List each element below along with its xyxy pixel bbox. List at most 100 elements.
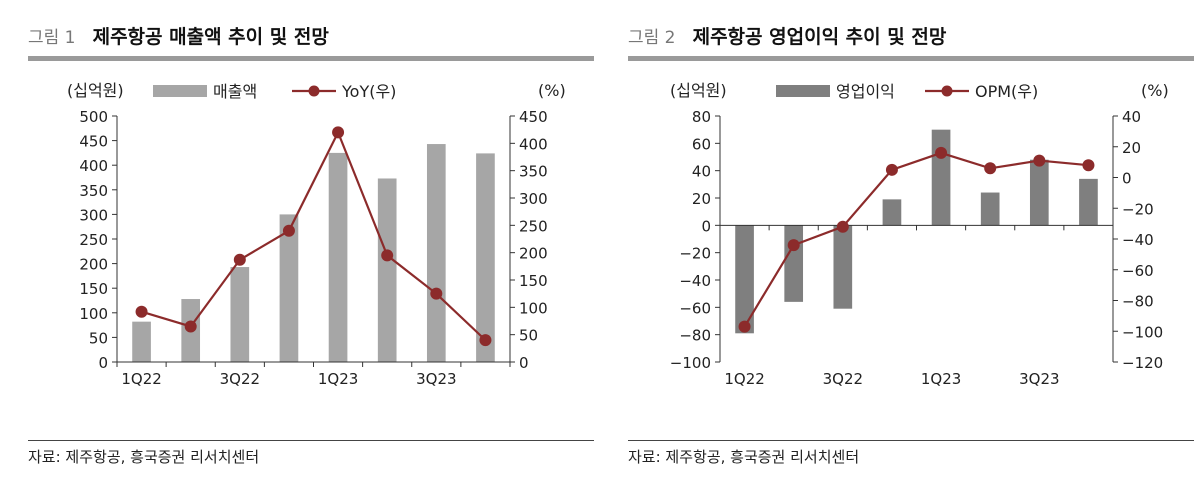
point-1Q23 (332, 126, 345, 139)
line-OPM(우) (743, 151, 1089, 328)
x-axis-tick-label: 3Q23 (1019, 370, 1059, 388)
x-axis-tick-label: 1Q22 (724, 370, 764, 388)
left-axis-tick-label: 150 (79, 280, 108, 298)
left-axis-tick-label: 350 (79, 182, 108, 200)
right-axis-tick-label: 200 (519, 245, 548, 263)
point-1Q22 (738, 320, 751, 333)
right-axis-tick-label: 50 (519, 327, 538, 345)
right-axis-tick-label: −20 (1122, 200, 1154, 218)
x-axis-tick-label: 3Q23 (416, 370, 456, 388)
figure-2-source: 자료: 제주항공, 흥국증권 리서치센터 (628, 448, 860, 466)
bar-1Q23 (328, 152, 348, 362)
left-axis-tick-label: −40 (679, 272, 711, 290)
point-2Q23 (381, 249, 394, 262)
bar-3Q22 (230, 267, 250, 362)
left-axis-tick-label: 80 (692, 108, 711, 126)
left-axis-tick-label: 100 (79, 305, 108, 323)
right-axis-tick-label: 250 (519, 217, 548, 235)
x-axis-tick-label: 1Q22 (121, 370, 161, 388)
bar-2Q23 (980, 192, 1000, 226)
legend-line-label: YoY(우) (341, 82, 396, 101)
right-axis-tick-label: −60 (1122, 262, 1154, 280)
bar-2Q23 (377, 178, 397, 362)
bar-4Q23 (1079, 178, 1098, 226)
left-axis-tick-label: −60 (679, 299, 711, 317)
left-axis-tick-label: 20 (692, 190, 711, 208)
point-3Q23 (1033, 154, 1046, 167)
right-axis-tick-label: 40 (1122, 108, 1141, 126)
figure-1-chart: 0 50 100 150 200 250 300 350 400 450 500 0 50 100 150 2… (67, 81, 566, 388)
right-axis-tick-label: 450 (519, 108, 548, 126)
right-axis-tick-label: 20 (1122, 139, 1141, 157)
figure-2-footer-rule (628, 440, 1194, 441)
bar-4Q22 (279, 214, 299, 362)
bar-2Q22 (784, 225, 804, 302)
point-2Q23 (984, 162, 997, 175)
right-axis-tick-label: −100 (1122, 323, 1163, 341)
figure-2-header-rule (628, 56, 1194, 61)
x-axis-tick-label: 1Q23 (921, 370, 961, 388)
figure-2-label: 그림 2 (628, 28, 676, 48)
left-axis-tick-label: 450 (79, 133, 108, 151)
figure-1-title: 제주항공 매출액 추이 및 전망 (92, 26, 329, 48)
point-1Q22 (135, 305, 148, 318)
right-axis-unit: (%) (1141, 81, 1169, 100)
point-2Q22 (787, 239, 800, 252)
bar-1Q22 (132, 321, 151, 362)
legend-bar-label: 매출액 (213, 82, 257, 101)
point-4Q23 (1082, 159, 1095, 172)
right-axis-tick-label: −80 (1122, 293, 1154, 311)
right-axis-tick-label: −40 (1122, 231, 1154, 249)
right-axis-tick-label: 400 (519, 135, 548, 153)
left-axis-tick-label: 200 (79, 256, 108, 274)
legend-line-marker (308, 85, 320, 97)
left-axis-tick-label: 60 (692, 135, 711, 153)
figure-1-header-rule (28, 56, 594, 61)
figure-1-source: 자료: 제주항공, 흥국증권 리서치센터 (28, 448, 260, 466)
point-3Q22 (836, 220, 849, 233)
x-axis-tick-label: 3Q22 (823, 370, 863, 388)
right-axis-tick-label: 0 (1122, 170, 1132, 188)
figure-2-chart: −100 −80 −60 −40 −20 0 20 40 60 80 −120 −100 −80 −60 −… (670, 81, 1169, 388)
figure-2-panel: 그림 2 제주항공 영업이익 추이 및 전망 −100 −80 −60 −40 −20 0… (600, 0, 1200, 496)
right-axis-tick-label: 350 (519, 163, 548, 181)
bar-1Q22 (735, 225, 754, 334)
bar-3Q23 (1029, 159, 1049, 226)
left-axis-tick-label: 300 (79, 206, 108, 224)
line-YoY(우) (141, 129, 487, 341)
figure-2-header: 그림 2 제주항공 영업이익 추이 및 전망 (628, 22, 946, 49)
legend-line-label: OPM(우) (975, 82, 1038, 101)
left-axis-tick-label: 0 (98, 354, 108, 372)
point-2Q22 (184, 320, 197, 333)
point-4Q23 (479, 334, 492, 347)
right-axis-tick-label: 150 (519, 272, 548, 290)
x-axis-tick-label: 1Q23 (318, 370, 358, 388)
bar-4Q23 (476, 153, 495, 362)
bar-3Q22 (833, 225, 853, 309)
left-axis-tick-label: 40 (692, 163, 711, 181)
right-axis-tick-label: 0 (519, 354, 529, 372)
left-axis-tick-label: −100 (670, 354, 711, 372)
figure-1-header: 그림 1 제주항공 매출액 추이 및 전망 (28, 22, 329, 49)
bar-4Q22 (882, 199, 902, 226)
figure-1-footer-rule (28, 440, 594, 441)
left-axis-tick-label: 400 (79, 157, 108, 175)
legend-bar-label: 영업이익 (836, 82, 895, 101)
x-axis-tick-label: 3Q22 (220, 370, 260, 388)
point-4Q22 (282, 224, 295, 237)
point-3Q22 (233, 253, 246, 266)
bar-1Q23 (931, 129, 951, 226)
legend-bar-swatch (153, 85, 207, 97)
bar-3Q23 (426, 144, 446, 362)
right-axis-tick-label: 100 (519, 299, 548, 317)
left-axis-tick-label: 250 (79, 231, 108, 249)
legend-bar-swatch (776, 85, 830, 97)
right-axis-tick-label: 300 (519, 190, 548, 208)
right-axis-tick-label: −120 (1122, 354, 1163, 372)
legend-line-marker (941, 85, 953, 97)
figure-1-panel: 그림 1 제주항공 매출액 추이 및 전망 0 50 100 150 200 250 300… (28, 22, 594, 466)
left-axis-unit: (십억원) (670, 81, 727, 100)
figure-2-title: 제주항공 영업이익 추이 및 전망 (692, 26, 947, 48)
point-3Q23 (430, 287, 443, 300)
figure-1-label: 그림 1 (28, 28, 76, 48)
